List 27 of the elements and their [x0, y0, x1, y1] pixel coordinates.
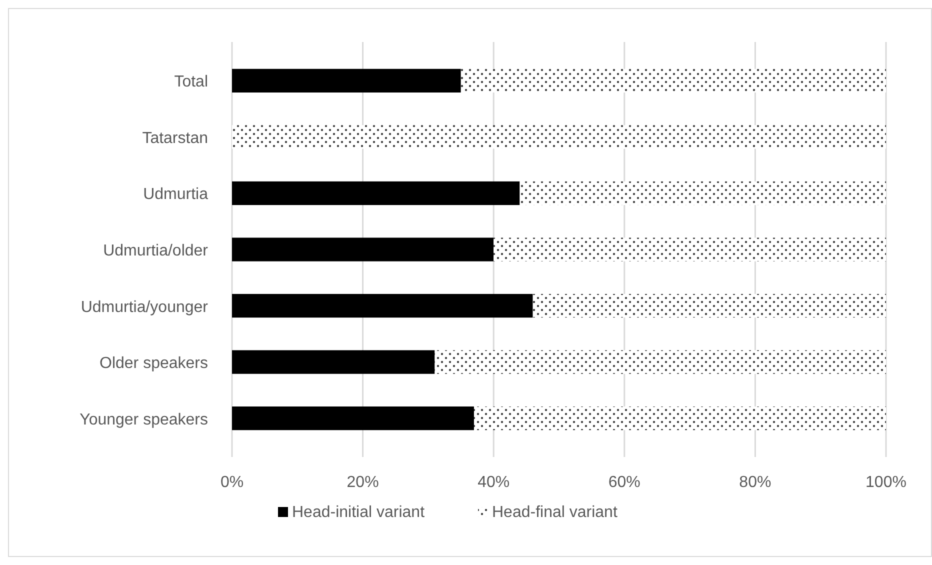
bar — [520, 181, 886, 206]
y-tick-label: Tatarstan — [142, 130, 208, 147]
bar — [232, 294, 533, 318]
x-tick-label: 60% — [608, 474, 640, 491]
x-tick-label: 0% — [220, 474, 244, 491]
bar — [232, 350, 435, 374]
bar — [494, 238, 886, 262]
x-tick-label: 100% — [866, 474, 906, 491]
bar — [474, 406, 886, 430]
bar — [434, 350, 886, 374]
legend-label: Head-initial variant — [292, 504, 426, 521]
bar — [232, 406, 474, 430]
y-tick-label: Younger speakers — [80, 411, 208, 428]
x-tick-label: 40% — [478, 474, 510, 491]
x-tick-label: 80% — [739, 474, 772, 491]
y-tick-label: Total — [174, 74, 208, 91]
bar — [232, 181, 520, 206]
legend-label: Head-final variant — [492, 504, 618, 521]
y-tick-label: Udmurtia/younger — [80, 298, 209, 316]
bar — [532, 294, 886, 318]
y-tick-label: Udmurtia — [143, 186, 208, 204]
bar — [232, 238, 494, 262]
bar — [232, 68, 461, 93]
x-tick-label: 20% — [346, 474, 379, 491]
bar — [232, 125, 886, 149]
y-tick-label: Older speakers — [100, 355, 208, 372]
y-tick-label: Udmurtia/older — [103, 242, 209, 260]
